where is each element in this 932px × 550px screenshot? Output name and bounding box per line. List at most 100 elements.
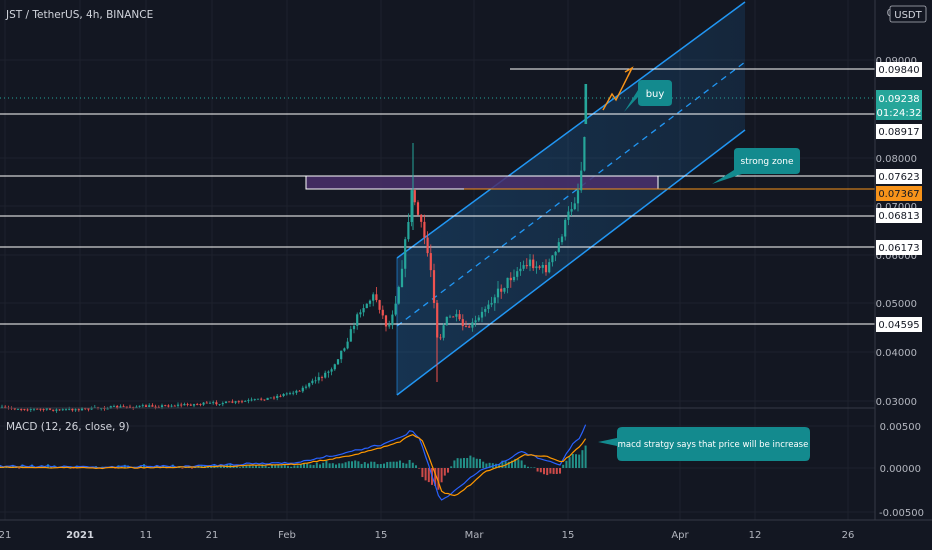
candle-body	[362, 308, 365, 313]
macd-bar	[223, 466, 225, 468]
candle-body	[164, 405, 167, 407]
candle-body	[29, 409, 32, 411]
candle-body	[525, 265, 528, 267]
macd-bar	[328, 463, 331, 468]
price-tick-5: 0.05000	[876, 299, 917, 310]
channel-lower-line[interactable]	[396, 129, 746, 396]
channel-median-line[interactable]	[396, 61, 746, 327]
macd-bar	[562, 464, 565, 468]
macd-bar	[296, 465, 299, 468]
candle-body	[519, 268, 522, 272]
macd-bar	[418, 468, 421, 469]
price-labels[interactable]: 0.09840 0.09238 01:24:32 0.08917 0.07623…	[876, 62, 922, 332]
candle-body	[301, 387, 304, 392]
macd-bar	[303, 463, 305, 468]
candle-body	[42, 409, 45, 410]
candle-body	[295, 390, 298, 393]
candle-body	[484, 309, 487, 312]
macd-bar	[552, 468, 555, 475]
candle-body	[404, 239, 407, 269]
macd-bar	[181, 468, 184, 469]
currency-badge[interactable]: USDT	[889, 5, 927, 23]
candle-body	[36, 408, 39, 410]
macd-bar	[235, 466, 238, 468]
candle-body	[157, 407, 160, 408]
macd-bar	[11, 464, 14, 468]
candle-body	[138, 405, 141, 407]
macd-bar	[373, 461, 376, 468]
macd-bar	[5, 466, 8, 468]
macd-bar	[229, 463, 232, 468]
candle-body	[522, 265, 525, 269]
channel-upper-line[interactable]	[396, 1, 746, 259]
macd-title[interactable]: MACD (12, 26, close, 9)	[6, 421, 129, 433]
candle-body	[359, 312, 362, 315]
macd-bar	[581, 450, 584, 468]
time-tick-6: Mar	[465, 530, 485, 541]
price-tick-6: 0.04000	[876, 348, 917, 359]
candle-body	[128, 406, 132, 408]
candlestick-series[interactable]	[0, 84, 588, 413]
candle-body	[493, 297, 496, 304]
candle-body	[208, 402, 212, 404]
strong-zone-callout[interactable]: strong zone	[712, 148, 800, 184]
candle-body	[327, 371, 330, 373]
price-label-6: 0.06173	[878, 243, 919, 254]
candle-body	[548, 262, 551, 273]
candle-body	[32, 408, 36, 410]
macd-bar	[306, 463, 309, 468]
macd-bar	[114, 468, 117, 469]
candle-body	[256, 398, 260, 400]
price-label-box-3	[876, 169, 922, 184]
macd-bar	[315, 462, 318, 468]
macd-bar	[258, 466, 261, 468]
candle-body	[557, 242, 560, 252]
candle-body	[567, 211, 570, 220]
candle-body	[263, 399, 266, 401]
price-label-box-5	[876, 208, 922, 223]
price-axis-panel[interactable]	[875, 0, 932, 520]
macd-bar	[517, 459, 520, 468]
candle-body	[448, 316, 452, 318]
macd-bar	[405, 463, 408, 468]
candle-body	[112, 406, 116, 407]
strong-zone-rect[interactable]	[305, 175, 659, 190]
time-tick-8: Apr	[671, 530, 689, 541]
macd-bar	[293, 465, 296, 468]
candle-body	[320, 377, 324, 378]
time-tick-7: 15	[562, 530, 575, 541]
candle-body	[218, 404, 221, 405]
buy-callout[interactable]: buy	[624, 80, 672, 112]
candle-body	[583, 136, 586, 171]
candle-body	[167, 405, 170, 407]
macd-bar	[440, 468, 443, 483]
candle-body	[0, 406, 4, 408]
candle-body	[442, 325, 445, 338]
candle-body	[368, 300, 372, 304]
candle-body	[464, 326, 468, 327]
candle-body	[170, 405, 173, 407]
candle-body	[48, 408, 52, 410]
symbol-title[interactable]: JST / TetherUS, 4h, BINANCE	[5, 9, 153, 21]
macd-bar	[239, 467, 241, 468]
macd-bar	[488, 462, 491, 468]
macd-bar	[335, 464, 337, 468]
macd-bar	[242, 466, 245, 468]
macd-bar	[21, 464, 24, 468]
macd-axis-ticks: 0.00500 0.00000 -0.00500	[879, 422, 924, 519]
time-tick-4: Feb	[278, 530, 296, 541]
candle-body	[109, 406, 112, 409]
price-tick-1: 0.09000	[876, 56, 917, 67]
candle-body	[87, 408, 90, 410]
time-axis-panel[interactable]	[0, 520, 932, 550]
macd-bar	[18, 468, 21, 469]
candle-body	[61, 409, 64, 411]
macd-bar	[427, 468, 430, 483]
candle-body	[474, 320, 477, 323]
candle-body	[173, 405, 176, 407]
macd-callout[interactable]: macd stratgy says that price will be inc…	[598, 427, 810, 461]
candle-body	[413, 190, 416, 203]
macd-bar	[207, 466, 209, 468]
strong-zone-callout-bubble	[712, 148, 800, 184]
